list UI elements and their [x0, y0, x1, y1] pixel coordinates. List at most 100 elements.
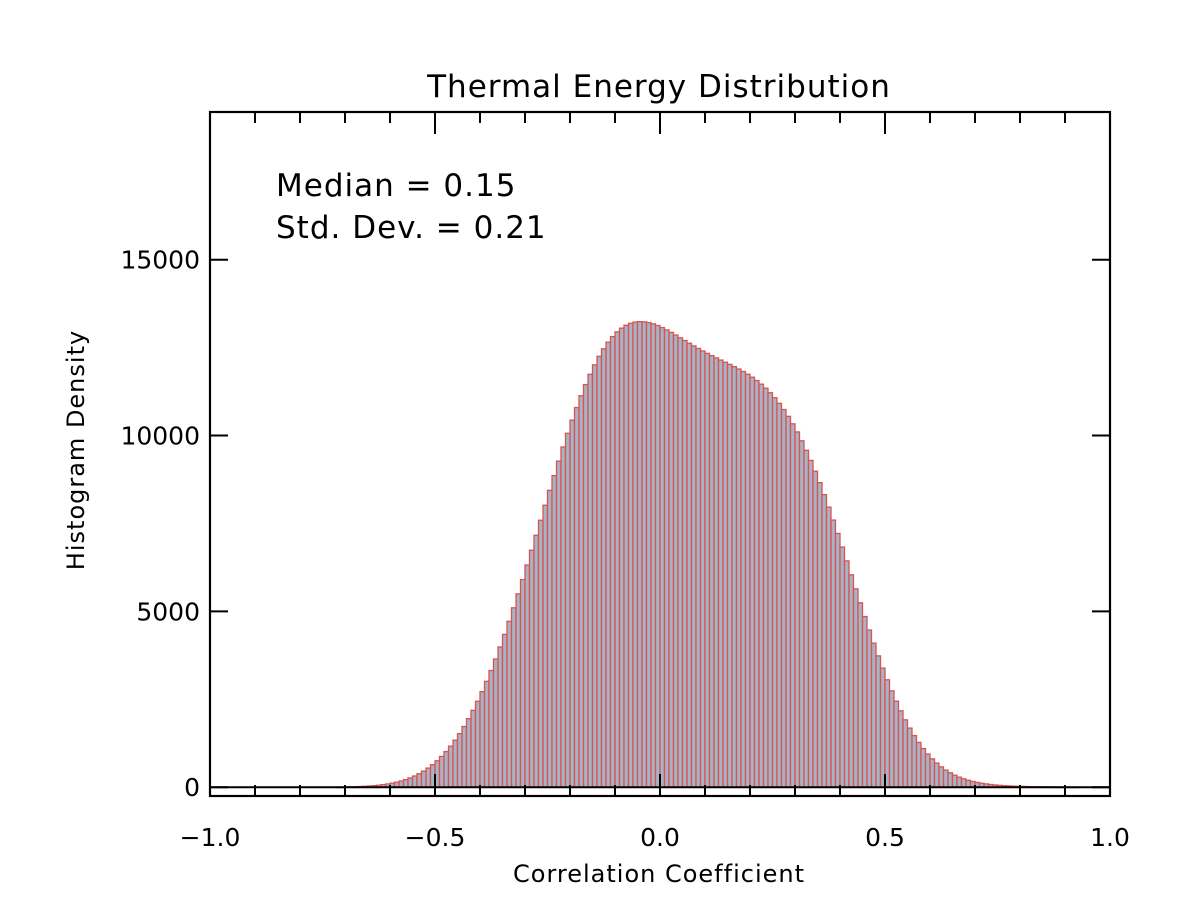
histogram-bar: [803, 449, 810, 788]
histogram-bar: [875, 655, 882, 788]
histogram-bar: [834, 532, 841, 788]
histogram-bar: [618, 327, 625, 788]
histogram-bars: [335, 320, 1080, 789]
histogram-bar: [524, 564, 531, 788]
y-tick-label: 15000: [120, 246, 200, 275]
histogram-bar: [821, 493, 828, 788]
histogram-bar: [492, 658, 499, 788]
histogram-bar: [731, 366, 738, 788]
histogram-bar: [542, 504, 549, 788]
histogram-bar: [722, 361, 729, 788]
x-tick-label: 1.0: [1090, 823, 1130, 852]
histogram-bar: [600, 348, 607, 788]
histogram-bar: [771, 397, 778, 788]
histogram-bar: [947, 772, 954, 788]
histogram-bar: [794, 431, 801, 788]
histogram-bar: [555, 460, 562, 788]
histogram-bar: [960, 778, 967, 788]
labels: Thermal Energy Distribution Correlation …: [62, 69, 1130, 888]
histogram-bar: [789, 423, 796, 788]
histogram-bar: [929, 758, 936, 788]
histogram-bar: [744, 373, 751, 788]
histogram-bar: [866, 629, 873, 788]
histogram-bar: [411, 775, 418, 788]
histogram-bar: [591, 364, 598, 788]
histogram-bar: [641, 321, 648, 788]
x-tick-label: 0.5: [865, 823, 905, 852]
histogram-bar: [663, 329, 670, 788]
histogram-bar: [510, 607, 517, 788]
histogram-bar: [839, 546, 846, 788]
histogram-bar: [681, 339, 688, 788]
histogram-bar: [452, 739, 459, 788]
histogram-bar: [686, 342, 693, 788]
histogram-bar: [906, 727, 913, 788]
median-annotation: Median = 0.15: [276, 168, 516, 204]
histogram-bar: [915, 741, 922, 788]
histogram-bar: [474, 700, 481, 788]
histogram-bar: [897, 710, 904, 788]
histogram-bar: [636, 320, 643, 788]
histogram-bar: [551, 474, 558, 788]
x-tick-label: −0.5: [405, 823, 466, 852]
histogram-bar: [726, 363, 733, 788]
histogram-bar: [713, 357, 720, 788]
histogram-bar: [645, 321, 652, 788]
histogram-bar: [852, 588, 859, 788]
x-axis-title: Correlation Coefficient: [513, 860, 805, 888]
chart-title: Thermal Energy Distribution: [426, 69, 891, 105]
histogram-bar: [924, 753, 931, 788]
x-tick-label: 0.0: [640, 823, 680, 852]
histogram-bar: [573, 406, 580, 788]
histogram-bar: [812, 470, 819, 788]
histogram-bar: [965, 779, 972, 788]
histogram-bar: [465, 718, 472, 788]
histogram-bar: [578, 395, 585, 788]
y-axis-title: Histogram Density: [62, 330, 90, 570]
histogram-bar: [708, 355, 715, 788]
histogram-bar: [911, 734, 918, 788]
histogram-bar: [587, 373, 594, 788]
histogram-bar: [479, 690, 486, 788]
histogram-bar: [861, 615, 868, 788]
histogram-bar: [776, 402, 783, 788]
histogram-bar: [699, 350, 706, 788]
histogram-bar: [488, 669, 495, 788]
histogram-bar: [857, 602, 864, 788]
histogram-bar: [650, 323, 657, 788]
histogram-bar: [497, 646, 504, 788]
histogram-bar: [614, 331, 621, 788]
histogram-bar: [933, 762, 940, 788]
histogram-bar: [672, 334, 679, 788]
histogram-bar: [938, 766, 945, 788]
histogram-bar: [740, 370, 747, 788]
histogram-bar: [528, 549, 535, 788]
histogram-bar: [582, 383, 589, 788]
histogram-bar: [443, 750, 450, 788]
histogram-bar: [704, 352, 711, 788]
histogram-bar: [632, 321, 639, 788]
stddev-annotation: Std. Dev. = 0.21: [276, 210, 547, 246]
histogram-bar: [893, 700, 900, 788]
histogram-bar: [888, 690, 895, 788]
histogram-bar: [735, 368, 742, 788]
histogram-bar: [825, 506, 832, 788]
histogram-bar: [416, 773, 423, 788]
histogram-bar: [519, 578, 526, 788]
histogram-bar: [816, 482, 823, 788]
histogram-bar: [623, 324, 630, 788]
histogram-bar: [762, 387, 769, 788]
histogram-bar: [870, 642, 877, 788]
y-tick-label: 0: [184, 773, 200, 802]
histogram-bar: [402, 778, 409, 788]
histogram-bar: [407, 777, 414, 788]
histogram-bar: [609, 335, 616, 788]
histogram-bar: [546, 489, 553, 788]
histogram-bar: [830, 519, 837, 788]
histogram-bar: [483, 680, 490, 788]
histogram-bar: [564, 432, 571, 788]
y-tick-label: 10000: [120, 422, 200, 451]
histogram-bar: [843, 560, 850, 788]
histogram-bar: [659, 326, 666, 788]
